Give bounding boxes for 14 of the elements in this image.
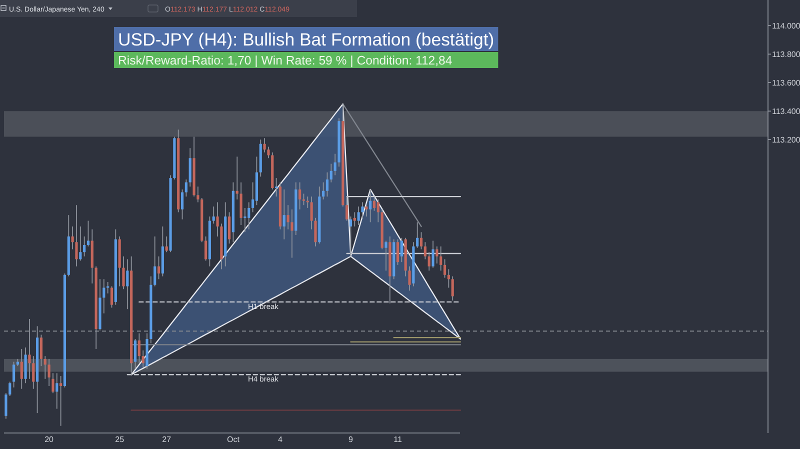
y-tick-label: 113.400 [772,106,800,116]
x-tick-label: 20 [44,435,54,444]
text: Risk/Reward-Ratio: 1,70 | Win Rate: 59 % | Condition: 112,84 [118,53,452,68]
x-tick-label: Oct [226,435,240,444]
y-tick-label: 113.600 [772,78,800,88]
x-tick-label: 9 [348,435,354,444]
y-tick-label: 114.000 [772,21,800,30]
x-tick-label: 4 [278,435,283,444]
x-tick-label: 25 [115,435,125,444]
x-tick-label: 11 [394,435,402,444]
y-tick-label: 113.800 [772,50,800,59]
text: USD-JPY (H4): Bullish Bat Formation (bestätigt) [118,30,494,50]
x-tick-label: 27 [162,435,172,444]
y-tick-label: 113.200 [772,135,800,144]
